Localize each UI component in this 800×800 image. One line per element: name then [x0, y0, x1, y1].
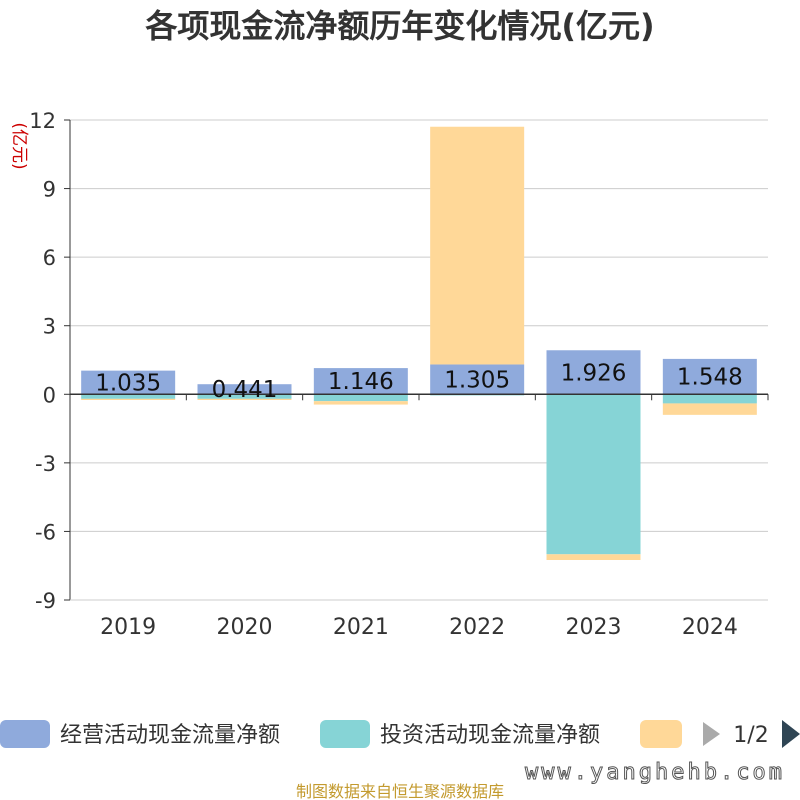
- y-tick-label: 6: [43, 246, 56, 270]
- bar-series1-2019[interactable]: [81, 394, 176, 399]
- bar-series1-2023[interactable]: [546, 394, 641, 555]
- legend-item-operating[interactable]: 经营活动现金流量净额: [0, 720, 280, 748]
- data-label: 1.305: [444, 367, 510, 393]
- x-axis-ticks: 2019 2020 2021 2022 2023 2024: [100, 615, 738, 640]
- data-label: 0.441: [212, 377, 278, 403]
- legend-item-investing[interactable]: 投资活动现金流量净额: [320, 720, 600, 748]
- bar-series0-2021[interactable]: [313, 368, 408, 395]
- data-label: 1.926: [561, 360, 627, 386]
- data-label: 1.548: [677, 365, 743, 391]
- bar-series2-2021[interactable]: [313, 401, 408, 405]
- x-tick-label: 2022: [449, 615, 505, 640]
- y-tick-label: 3: [43, 315, 56, 339]
- chart-title: 各项现金流净额历年变化情况(亿元): [145, 7, 654, 45]
- bar-series0-2020[interactable]: [197, 384, 292, 395]
- y-tick-label: -3: [35, 452, 56, 476]
- y-axis-unit: (亿元): [9, 122, 29, 169]
- legend-item-financing[interactable]: [640, 720, 682, 748]
- bar-series2-2023[interactable]: [546, 554, 641, 560]
- x-tick-label: 2023: [566, 615, 622, 640]
- y-axis-ticks: 12 9 6 3 0 -3 -6 -9: [29, 109, 70, 613]
- legend-swatch-financing: [640, 720, 682, 748]
- bar-series2-2022[interactable]: [430, 126, 525, 365]
- y-tick-label: 12: [29, 109, 56, 133]
- bar-series1-2024[interactable]: [662, 394, 757, 404]
- legend-swatch-operating: [0, 720, 50, 748]
- x-tick-label: 2024: [682, 615, 738, 640]
- legend: 经营活动现金流量净额 投资活动现金流量净额 1/2: [0, 720, 800, 748]
- x-tick-label: 2019: [100, 615, 156, 640]
- bar-series0-2022[interactable]: [430, 364, 525, 395]
- x-tick-label: 2020: [217, 615, 273, 640]
- x-tick-label: 2021: [333, 615, 389, 640]
- legend-label-operating: 经营活动现金流量净额: [60, 723, 280, 748]
- bar-series2-2019[interactable]: [81, 398, 176, 400]
- axes: [69, 120, 769, 601]
- legend-label-investing: 投资活动现金流量净额: [380, 723, 600, 748]
- data-label: 1.146: [328, 369, 394, 395]
- y-tick-label: 9: [43, 178, 56, 202]
- bar-series1-2021[interactable]: [313, 394, 408, 402]
- y-tick-label: -9: [35, 589, 56, 613]
- data-label: 1.035: [95, 370, 161, 396]
- watermark: www.yanghehb.com: [525, 760, 785, 785]
- data-labels: 1.035 0.441 1.146 1.305 1.926 1.548: [95, 360, 743, 403]
- bar-series2-2020[interactable]: [197, 398, 292, 400]
- triangle-left-icon[interactable]: [703, 722, 720, 746]
- legend-swatch-investing: [320, 720, 370, 748]
- bar-series0-2023[interactable]: [546, 350, 641, 395]
- bars: [81, 126, 757, 560]
- bar-series2-2024[interactable]: [662, 403, 757, 415]
- bar-series0-2019[interactable]: [81, 370, 176, 395]
- y-tick-label: -6: [35, 520, 56, 544]
- bar-series0-2024[interactable]: [662, 358, 757, 395]
- legend-page-indicator: 1/2: [733, 723, 768, 748]
- y-tick-label: 0: [43, 383, 56, 407]
- bar-series1-2020[interactable]: [197, 394, 292, 399]
- triangle-right-icon[interactable]: [782, 720, 800, 748]
- data-source: 制图数据来自恒生聚源数据库: [296, 782, 504, 800]
